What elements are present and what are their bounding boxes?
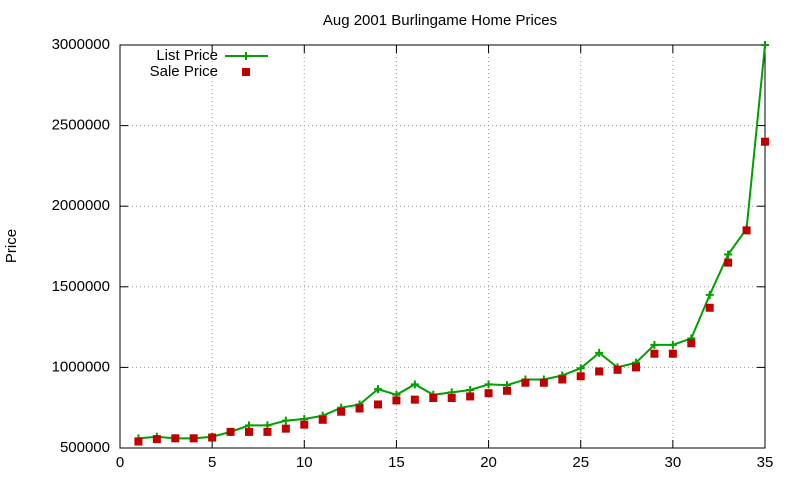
point <box>429 394 438 403</box>
point <box>447 394 456 403</box>
legend-label: List Price <box>156 47 218 64</box>
y-axis-label: Price <box>3 229 20 263</box>
point <box>171 434 180 443</box>
point <box>374 400 382 409</box>
point <box>761 137 769 146</box>
point <box>576 364 585 373</box>
point <box>263 427 272 436</box>
chart-title: Aug 2001 Burlingame Home Prices <box>323 12 557 29</box>
point <box>650 349 659 358</box>
point <box>687 339 696 348</box>
point <box>742 226 751 235</box>
point <box>410 380 419 389</box>
x-tick-label: 10 <box>296 454 313 471</box>
point <box>503 386 511 395</box>
point <box>761 41 769 49</box>
y-tick-label: 3000000 <box>52 36 110 53</box>
point <box>281 424 290 433</box>
x-tick-label: 15 <box>388 454 405 471</box>
point <box>705 290 714 299</box>
point <box>300 420 309 429</box>
point <box>595 348 604 357</box>
point <box>724 250 733 259</box>
point <box>134 437 143 446</box>
x-tick-label: 20 <box>480 454 497 471</box>
plot-border <box>119 44 766 449</box>
point <box>613 365 622 374</box>
y-tick-label: 500000 <box>60 439 110 456</box>
point <box>337 407 346 416</box>
point <box>484 380 493 389</box>
point <box>355 404 364 413</box>
point <box>208 433 217 442</box>
point <box>318 415 327 424</box>
point <box>152 435 161 444</box>
point <box>410 395 419 404</box>
x-tick-label: 5 <box>208 454 216 471</box>
point <box>189 434 198 443</box>
point <box>558 375 567 384</box>
point <box>245 427 253 436</box>
point <box>392 396 401 405</box>
y-tick-label: 1500000 <box>52 278 110 295</box>
y-tick-label: 2500000 <box>52 117 110 134</box>
point <box>668 340 677 349</box>
x-tick-label: 30 <box>665 454 682 471</box>
legend-marker <box>242 68 250 76</box>
point <box>668 349 677 358</box>
point <box>539 378 548 387</box>
x-tick-label: 25 <box>572 454 589 471</box>
point <box>466 392 475 401</box>
legend-marker <box>242 52 250 60</box>
point <box>705 303 714 312</box>
x-tick-label: 35 <box>757 454 774 471</box>
line <box>138 44 766 440</box>
point <box>521 378 530 387</box>
point <box>374 385 382 394</box>
point <box>595 367 604 376</box>
point <box>226 427 235 436</box>
point <box>484 389 493 398</box>
x-tick-label: 0 <box>116 454 124 471</box>
y-tick-label: 1000000 <box>52 358 110 375</box>
point <box>650 340 659 349</box>
point <box>632 363 640 372</box>
point <box>724 258 733 267</box>
legend-label: Sale Price <box>150 63 218 80</box>
point <box>576 372 585 381</box>
y-tick-label: 2000000 <box>52 197 110 214</box>
point <box>281 416 290 425</box>
